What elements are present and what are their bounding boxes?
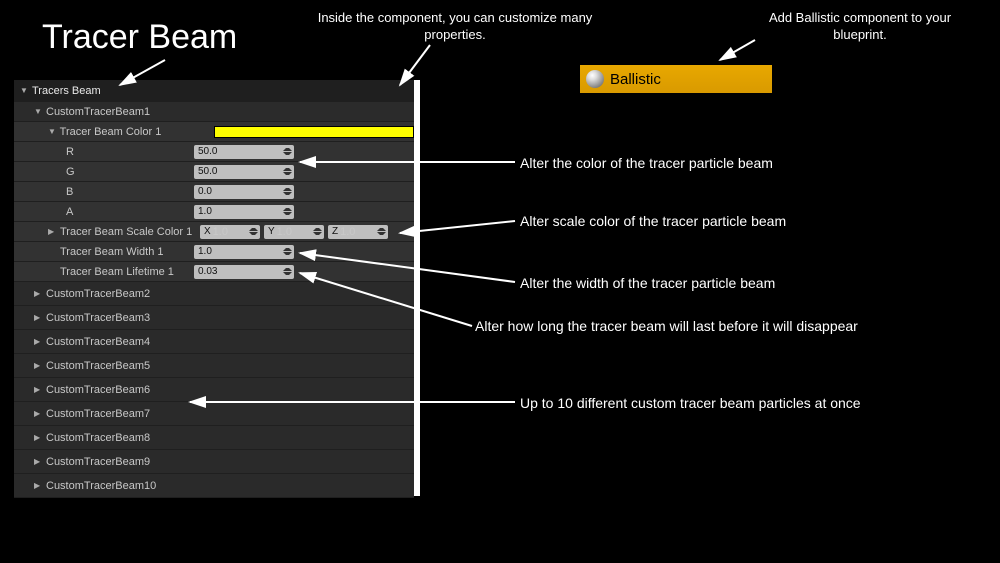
callout-width: Alter the width of the tracer particle b… <box>520 275 775 291</box>
group-customtracerbeam1[interactable]: CustomTracerBeam1 <box>14 102 414 122</box>
chevron-right-icon <box>34 385 44 394</box>
group-customtracerbeam2[interactable]: CustomTracerBeam2 <box>14 282 414 306</box>
row-b: B 0.0 <box>14 182 414 202</box>
sphere-icon <box>586 70 604 88</box>
chevron-right-icon <box>34 409 44 418</box>
group-customtracerbeam4[interactable]: CustomTracerBeam4 <box>14 330 414 354</box>
vertical-separator <box>414 80 420 496</box>
g-label: G <box>66 166 194 178</box>
section-header[interactable]: Tracers Beam <box>14 80 414 102</box>
scale-z-input[interactable]: Z1.0 <box>328 225 388 239</box>
chevron-right-icon <box>34 337 44 346</box>
row-r: R 50.0 <box>14 142 414 162</box>
chevron-right-icon <box>34 289 44 298</box>
spinner-icon[interactable] <box>283 147 292 157</box>
a-input[interactable]: 1.0 <box>194 205 294 219</box>
spinner-icon[interactable] <box>377 227 386 237</box>
callout-count: Up to 10 different custom tracer beam pa… <box>520 395 861 411</box>
spinner-icon[interactable] <box>283 187 292 197</box>
spinner-icon[interactable] <box>313 227 322 237</box>
section-header-label: Tracers Beam <box>32 85 101 97</box>
chevron-right-icon <box>34 433 44 442</box>
ballistic-component-chip[interactable]: Ballistic <box>580 65 772 93</box>
chevron-right-icon <box>34 457 44 466</box>
group-customtracerbeam6[interactable]: CustomTracerBeam6 <box>14 378 414 402</box>
row-a: A 1.0 <box>14 202 414 222</box>
group-customtracerbeam9[interactable]: CustomTracerBeam9 <box>14 450 414 474</box>
row-g: G 50.0 <box>14 162 414 182</box>
chevron-down-icon <box>20 86 30 95</box>
group-customtracerbeam8[interactable]: CustomTracerBeam8 <box>14 426 414 450</box>
color-swatch[interactable] <box>214 126 414 138</box>
spinner-icon[interactable] <box>283 247 292 257</box>
spinner-icon[interactable] <box>283 167 292 177</box>
group-customtracerbeam3[interactable]: CustomTracerBeam3 <box>14 306 414 330</box>
r-input[interactable]: 50.0 <box>194 145 294 159</box>
callout-color: Alter the color of the tracer particle b… <box>520 155 773 171</box>
b-label: B <box>66 186 194 198</box>
page-title: Tracer Beam <box>42 18 237 57</box>
callout-scale: Alter scale color of the tracer particle… <box>520 213 786 229</box>
width-input[interactable]: 1.0 <box>194 245 294 259</box>
note-customize: Inside the component, you can customize … <box>315 10 595 44</box>
scale-y-input[interactable]: Y1.0 <box>264 225 324 239</box>
chevron-right-icon <box>34 481 44 490</box>
chevron-down-icon <box>34 107 44 116</box>
group-customtracerbeam7[interactable]: CustomTracerBeam7 <box>14 402 414 426</box>
spinner-icon[interactable] <box>283 207 292 217</box>
lifetime-label: Tracer Beam Lifetime 1 <box>60 266 194 278</box>
details-panel: Tracers Beam CustomTracerBeam1 Tracer Be… <box>14 80 414 498</box>
group-label: CustomTracerBeam1 <box>46 106 150 118</box>
chevron-right-icon <box>48 227 58 236</box>
scale-label: Tracer Beam Scale Color 1 <box>60 226 200 238</box>
a-label: A <box>66 206 194 218</box>
color-label: Tracer Beam Color 1 <box>60 126 214 138</box>
group-customtracerbeam10[interactable]: CustomTracerBeam10 <box>14 474 414 498</box>
lifetime-input[interactable]: 0.03 <box>194 265 294 279</box>
scale-x-input[interactable]: X1.0 <box>200 225 260 239</box>
width-label: Tracer Beam Width 1 <box>60 246 194 258</box>
ballistic-label: Ballistic <box>610 71 661 88</box>
row-lifetime: Tracer Beam Lifetime 1 0.03 <box>14 262 414 282</box>
chevron-down-icon <box>48 127 58 136</box>
row-width: Tracer Beam Width 1 1.0 <box>14 242 414 262</box>
b-input[interactable]: 0.0 <box>194 185 294 199</box>
spinner-icon[interactable] <box>249 227 258 237</box>
note-add-component: Add Ballistic component to your blueprin… <box>745 10 975 44</box>
group-customtracerbeam5[interactable]: CustomTracerBeam5 <box>14 354 414 378</box>
spinner-icon[interactable] <box>283 267 292 277</box>
callout-lifetime: Alter how long the tracer beam will last… <box>475 318 858 334</box>
r-label: R <box>66 146 194 158</box>
row-tracer-beam-color[interactable]: Tracer Beam Color 1 <box>14 122 414 142</box>
g-input[interactable]: 50.0 <box>194 165 294 179</box>
chevron-right-icon <box>34 313 44 322</box>
chevron-right-icon <box>34 361 44 370</box>
row-scale-color[interactable]: Tracer Beam Scale Color 1 X1.0 Y1.0 Z1.0 <box>14 222 414 242</box>
